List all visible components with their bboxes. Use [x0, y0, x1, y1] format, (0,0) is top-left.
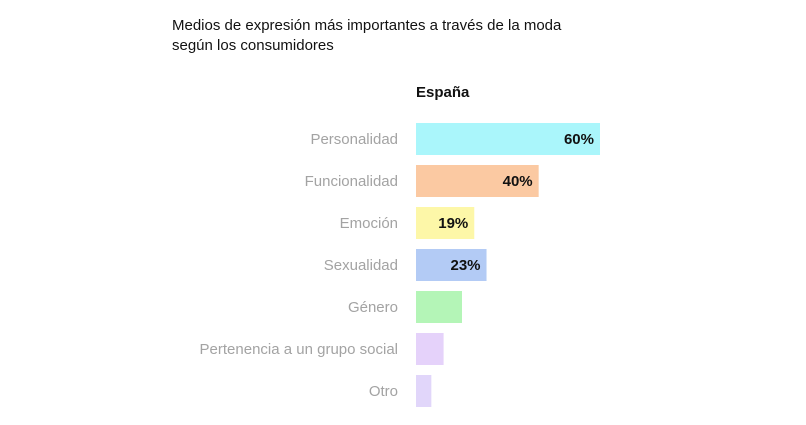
bar-3 — [416, 249, 487, 281]
data-label-0: 60% — [564, 131, 594, 148]
chart-title-line-2: según los consumidores — [172, 37, 334, 54]
category-label-1: Funcionalidad — [305, 173, 398, 190]
panel-label: España — [416, 84, 470, 101]
bar-1 — [416, 165, 539, 197]
bar-6 — [416, 375, 432, 407]
bar-2 — [416, 207, 475, 239]
category-label-0: Personalidad — [310, 131, 398, 148]
category-label-6: Otro — [369, 383, 398, 400]
category-label-3: Sexualidad — [324, 257, 398, 274]
category-label-4: Género — [348, 299, 398, 316]
bar-4 — [416, 291, 462, 323]
data-label-1: 40% — [503, 173, 533, 190]
category-label-5: Pertenencia a un grupo social — [200, 341, 398, 358]
bar-0 — [416, 123, 600, 155]
chart-title-line-1: Medios de expresión más importantes a tr… — [172, 17, 562, 34]
category-label-2: Emoción — [340, 215, 398, 232]
data-label-3: 23% — [451, 257, 481, 274]
bar-5 — [416, 333, 444, 365]
chart-title: Medios de expresión más importantes a tr… — [172, 16, 592, 56]
data-label-2: 19% — [438, 215, 468, 232]
